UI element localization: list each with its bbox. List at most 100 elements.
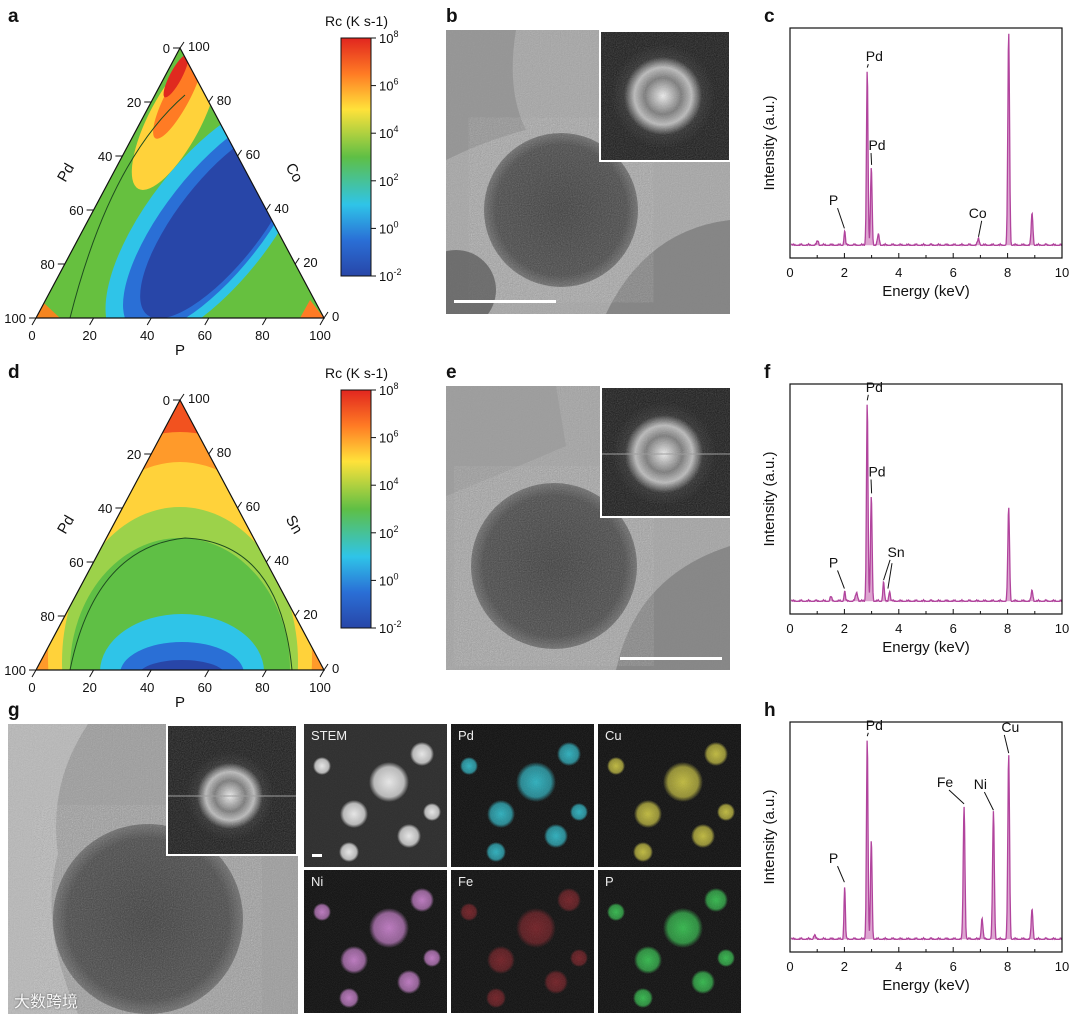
peak-annotation: Pd xyxy=(868,463,885,479)
axis-title-p: P xyxy=(175,694,185,711)
tick-label-pd: 0 xyxy=(163,41,170,56)
peak-annotation: Cu xyxy=(1001,719,1019,735)
tem-texture xyxy=(446,30,730,314)
colorbar-title: Rᴄ (K s-1) xyxy=(325,365,388,381)
map-noise xyxy=(598,870,741,1013)
annotation-leader xyxy=(978,220,983,237)
map-noise xyxy=(451,870,594,1013)
tick-mark xyxy=(319,669,325,678)
tick-mark xyxy=(261,317,267,326)
tick-mark xyxy=(323,311,329,319)
colorbar-tick-label: 10-2 xyxy=(379,619,401,636)
axis-title-right: Co xyxy=(282,160,306,185)
tick-mark xyxy=(294,609,300,617)
tick-mark xyxy=(204,317,210,326)
tick-mark xyxy=(89,317,95,326)
x-tick-label: 8 xyxy=(1004,621,1011,636)
tick-label-right: 0 xyxy=(332,309,339,324)
axis-title-right: Sn xyxy=(282,513,306,537)
y-axis-title: Intensity (a.u.) xyxy=(761,95,778,190)
x-tick-label: 4 xyxy=(895,265,902,280)
colorbar-title: Rᴄ (K s-1) xyxy=(325,13,388,29)
x-tick-label: 2 xyxy=(841,265,848,280)
eds-map-ni: Ni xyxy=(304,870,447,1013)
panel-label-a: a xyxy=(8,6,19,27)
tick-label-pd: 100 xyxy=(4,663,26,678)
tick-label-pd: 40 xyxy=(98,149,112,164)
x-tick-label: 6 xyxy=(950,265,957,280)
colorbar-tick-label: 100 xyxy=(379,571,398,588)
x-tick-label: 6 xyxy=(950,621,957,636)
eds-map-label: Ni xyxy=(311,874,324,889)
annotation-leader xyxy=(887,563,893,589)
watermark: 大数跨境 xyxy=(14,994,79,1011)
x-tick-label: 8 xyxy=(1004,959,1011,974)
panel-label-h: h xyxy=(764,700,776,721)
fft-inset xyxy=(166,724,298,856)
tick-mark xyxy=(237,501,243,509)
colorbar-tick-label: 108 xyxy=(379,381,398,398)
annotation-leader xyxy=(866,732,869,737)
tick-label-right: 60 xyxy=(246,147,260,162)
tick-mark xyxy=(208,95,214,103)
eds-map-label: Cu xyxy=(605,728,622,743)
x-tick-label: 6 xyxy=(950,959,957,974)
heatmap-region-green xyxy=(70,538,290,670)
eds-map-p: P xyxy=(598,870,741,1013)
tick-mark xyxy=(179,41,185,49)
colorbar xyxy=(340,37,372,277)
tick-label-right: 40 xyxy=(274,553,288,568)
ternary-frame xyxy=(35,398,325,671)
eds-map-image xyxy=(304,724,447,867)
map-noise xyxy=(451,724,594,867)
ternary-frame xyxy=(35,46,325,319)
colorbar-tick-label: 102 xyxy=(379,172,398,189)
x-tick-label: 2 xyxy=(841,621,848,636)
tem-image-b xyxy=(446,30,730,314)
tick-label-pd: 20 xyxy=(127,95,141,110)
contour-line xyxy=(69,94,186,318)
plot-frame xyxy=(789,383,1063,615)
tick-mark xyxy=(31,317,37,326)
eds-map-cu: Cu xyxy=(598,724,741,867)
x-tick-label: 10 xyxy=(1055,621,1069,636)
eds-map-label: P xyxy=(605,874,614,889)
annotation-leader xyxy=(870,153,873,165)
axis-title-p: P xyxy=(175,342,185,359)
scale-bar xyxy=(454,300,556,303)
tick-label-right: 60 xyxy=(246,499,260,514)
peak-annotation: P xyxy=(829,554,838,570)
tick-mark xyxy=(146,317,152,326)
eds-map-label: Pd xyxy=(458,728,474,743)
x-tick-label: 10 xyxy=(1055,265,1069,280)
annotation-leader xyxy=(837,865,845,883)
tick-label-right: 80 xyxy=(217,93,231,108)
colorbar-tick-label: 104 xyxy=(379,124,398,141)
x-tick-label: 4 xyxy=(895,621,902,636)
tick-label-p: 0 xyxy=(28,680,35,695)
tick-label-p: 80 xyxy=(255,680,269,695)
eds-map-image xyxy=(451,870,594,1013)
tick-label-pd: 100 xyxy=(4,311,26,326)
y-axis-title: Intensity (a.u.) xyxy=(761,451,778,546)
eds-spectrum-c: 0 2 4 6 8 10 Energy (keV) Intensity (a.u.) P Pd Pd… xyxy=(761,27,1069,300)
tick-mark xyxy=(204,669,210,678)
eds-map-label: Fe xyxy=(458,874,474,889)
ternary-heatmap xyxy=(36,400,324,670)
colorbar xyxy=(340,389,372,629)
eds-map-label: STEM xyxy=(311,728,348,743)
panel-label-g: g xyxy=(8,700,20,721)
heatmap-corner-right xyxy=(300,300,324,318)
peak-annotation: Pd xyxy=(868,137,885,153)
tick-mark xyxy=(294,257,300,265)
scale-bar xyxy=(312,854,322,857)
spectrum-area xyxy=(791,740,1062,940)
spectrum-area xyxy=(791,33,1062,246)
axis-title-pd: Pd xyxy=(54,161,78,185)
tem-image-g: 大数跨境 xyxy=(8,724,298,1014)
tick-label-p: 100 xyxy=(309,680,331,695)
tick-label-pd: 40 xyxy=(98,501,112,516)
eds-map-image xyxy=(451,724,594,867)
tick-label-pd: 80 xyxy=(40,257,54,272)
eds-map-grid: STEM Pd Cu Ni Fe P xyxy=(304,724,741,1014)
